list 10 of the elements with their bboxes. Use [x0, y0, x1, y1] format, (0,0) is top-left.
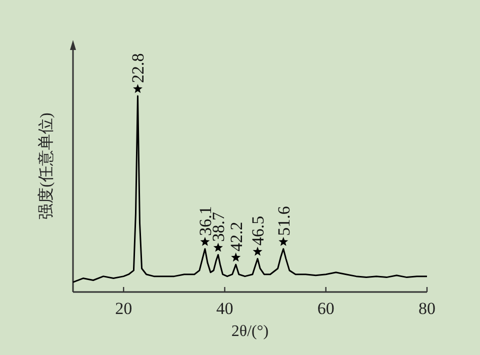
annotation: 46.5: [248, 216, 268, 246]
annotation: 22.8: [128, 53, 148, 83]
x-tick-label: 40: [216, 299, 234, 318]
y-axis-title: 强度(任意单位): [37, 112, 55, 220]
annotation: 42.2: [226, 222, 246, 252]
x-tick-label: 80: [418, 299, 436, 318]
x-axis-title: 2θ/(°): [231, 323, 269, 340]
x-tick-label: 20: [115, 299, 132, 318]
annotation: 51.6: [274, 206, 294, 236]
x-tick-label: 60: [317, 299, 334, 318]
